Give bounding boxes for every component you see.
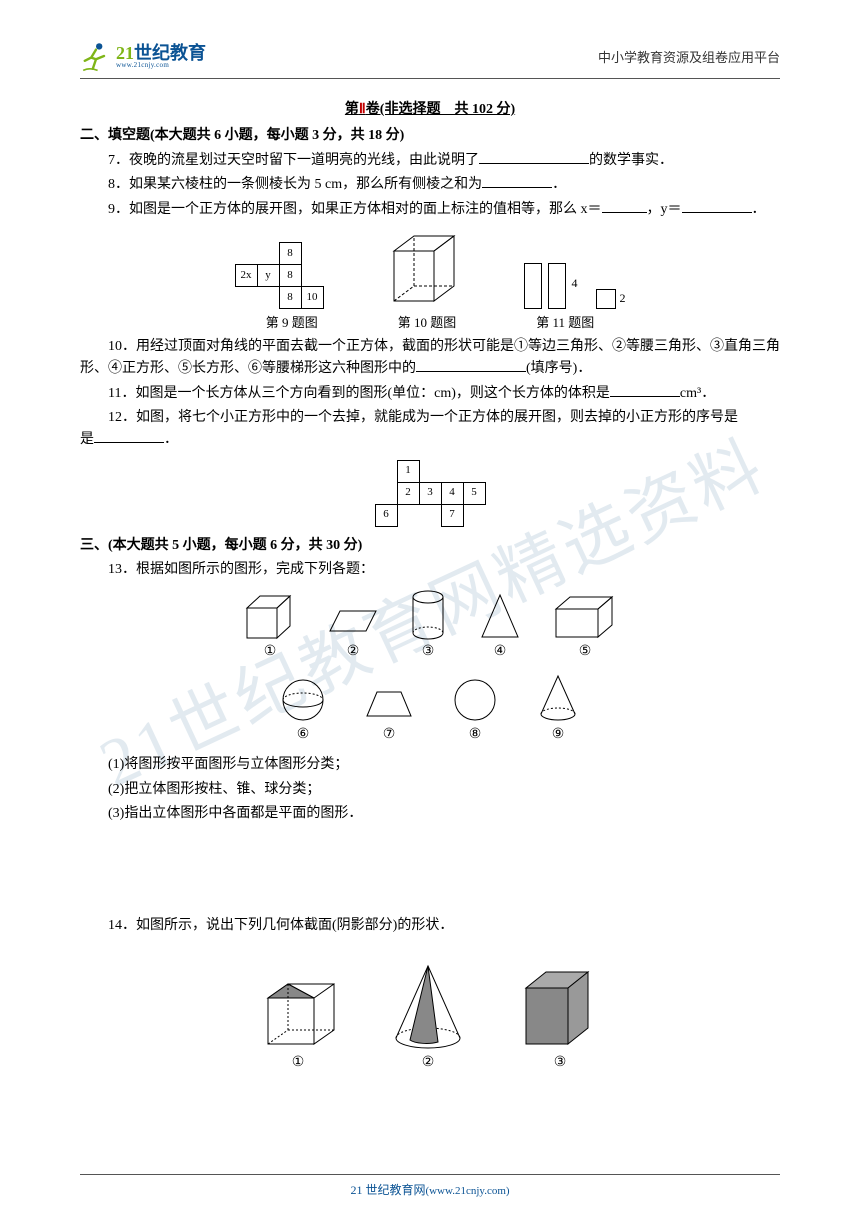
question-8: 8．如果某六棱柱的一条侧棱长为 5 cm，那么所有侧棱之和为．: [80, 174, 780, 196]
cone-section-icon: [388, 962, 468, 1052]
caption-11: 第 11 题图: [536, 313, 594, 334]
page-footer: 21 世纪教育网(www.21cnjy.com): [80, 1174, 780, 1198]
circle-icon: [451, 676, 499, 724]
q14-shapes: ① ② ③: [80, 962, 780, 1074]
blank[interactable]: [682, 199, 752, 213]
q13-sub3: (3)指出立体图形中各面都是平面的图形．: [80, 803, 780, 825]
question-11: 11．如图是一个长方体从三个方向看到的图形(单位：cm)，则这个长方体的体积是c…: [80, 383, 780, 405]
question-12-tail: 是．: [80, 429, 780, 451]
blank[interactable]: [94, 429, 164, 443]
q13-shapes-row1: ① ② ③ ④ ⑤: [80, 589, 780, 663]
q9-net: 8 2xy8 810: [235, 242, 324, 309]
blank[interactable]: [610, 383, 680, 397]
cuboid-icon: [552, 593, 618, 641]
figure-captions: 第 9 题图 第 10 题图 第 11 题图: [80, 313, 780, 334]
cone-icon: [535, 672, 581, 724]
content-area: 第Ⅱ卷(非选择题 共 102 分) 二、填空题(本大题共 6 小题，每小题 3 …: [80, 99, 780, 1074]
question-14: 14．如图所示，说出下列几何体截面(阴影部分)的形状．: [80, 915, 780, 937]
header-subtitle: 中小学教育资源及组卷应用平台: [598, 47, 780, 66]
prism-section-icon: [518, 966, 602, 1052]
q13-sub1: (1)将图形按平面图形与立体图形分类；: [80, 754, 780, 776]
section2-head: 二、填空题(本大题共 6 小题，每小题 3 分，共 18 分): [80, 125, 780, 147]
blank[interactable]: [482, 174, 552, 188]
runner-icon: [80, 40, 112, 72]
question-9: 9．如图是一个正方体的展开图，如果正方体相对的面上标注的值相等，那么 x＝，y＝…: [80, 199, 780, 221]
q12-net-figure: 1 2345 67: [80, 460, 780, 527]
q10-cube-icon: [384, 231, 464, 309]
logo-url: www.21cnjy.com: [116, 62, 206, 69]
caption-10: 第 10 题图: [398, 313, 457, 334]
caption-9: 第 9 题图: [266, 313, 318, 334]
trapezoid-icon: [363, 676, 415, 724]
figure-row-9-11: 8 2xy8 810 4 2: [80, 231, 780, 309]
parallelogram-icon: [328, 593, 378, 641]
sphere-icon: [279, 676, 327, 724]
triangle-icon: [478, 591, 522, 641]
cube-section-icon: [258, 966, 338, 1052]
logo-title: 21世纪教育: [116, 44, 206, 62]
cylinder-icon: [408, 589, 448, 641]
q13-shapes-row2: ⑥ ⑦ ⑧ ⑨: [80, 672, 780, 746]
logo: 21世纪教育 www.21cnjy.com: [80, 40, 206, 72]
section3-head: 三、(本大题共 5 小题，每小题 6 分，共 30 分): [80, 535, 780, 557]
question-7: 7．夜晚的流星划过天空时留下一道明亮的光线，由此说明了的数学事实．: [80, 150, 780, 172]
cube-icon: [242, 593, 298, 641]
q13-sub2: (2)把立体图形按柱、锥、球分类；: [80, 779, 780, 801]
blank[interactable]: [479, 150, 589, 164]
question-12: 12．如图，将七个小正方形中的一个去掉，就能成为一个正方体的展开图，则去掉的小正…: [80, 407, 780, 429]
question-10: 10．用经过顶面对角线的平面去截一个正方体，截面的形状可能是①等边三角形、②等腰…: [80, 336, 780, 381]
q11-views: 4 2: [524, 263, 626, 309]
blank[interactable]: [416, 358, 526, 372]
blank[interactable]: [602, 199, 647, 213]
question-13: 13．根据如图所示的图形，完成下列各题：: [80, 559, 780, 581]
page-header: 21世纪教育 www.21cnjy.com 中小学教育资源及组卷应用平台: [80, 40, 780, 79]
part2-title: 第Ⅱ卷(非选择题 共 102 分): [80, 99, 780, 121]
